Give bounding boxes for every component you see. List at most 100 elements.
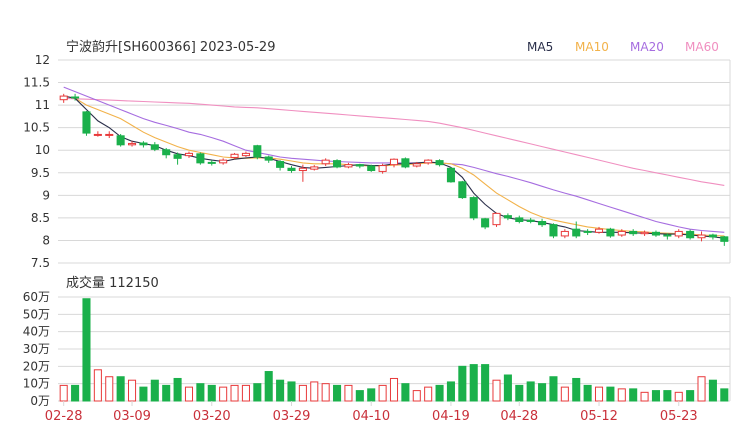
- candle: [139, 141, 148, 148]
- volume-bar: [549, 376, 558, 402]
- volume-bar: [651, 390, 660, 402]
- candle-body: [150, 144, 159, 150]
- price-chart-title: 宁波韵升[SH600366] 2023-05-29: [66, 39, 275, 55]
- volume-y-axis: 60万 50万 40万 30万 20万 10万 0万: [23, 290, 50, 408]
- volume-tick-label: 60万: [23, 290, 50, 304]
- volume-bar: [492, 379, 501, 402]
- ma-legend: MA5 MA10 MA20 MA60: [527, 40, 719, 54]
- candle-body: [697, 234, 706, 239]
- volume-bar: [526, 381, 535, 402]
- candle: [583, 229, 592, 236]
- date-tick-label: 05-23: [660, 409, 698, 424]
- candle: [82, 110, 91, 136]
- candle-body: [219, 159, 228, 164]
- volume-bar: [333, 384, 342, 402]
- candle-body: [458, 181, 467, 199]
- candle-body: [128, 142, 137, 146]
- candlestick-series: [59, 93, 729, 246]
- volume-chart-title: 成交量 112150: [66, 275, 159, 291]
- candle-body: [572, 228, 581, 237]
- candle-body: [469, 197, 478, 219]
- volume-bar: [219, 386, 228, 402]
- candle: [651, 230, 660, 237]
- candle: [640, 230, 649, 236]
- candle-body: [424, 159, 433, 164]
- candle-body: [617, 230, 626, 236]
- candle: [105, 131, 114, 139]
- candle: [310, 165, 319, 171]
- volume-bar: [481, 364, 490, 402]
- candle: [93, 131, 102, 137]
- candle-body: [196, 153, 205, 164]
- volume-bar: [412, 390, 421, 402]
- candle-body: [629, 230, 638, 235]
- candle-body: [355, 164, 364, 167]
- candle: [355, 163, 364, 169]
- candle: [469, 196, 478, 221]
- date-tick-label: 04-19: [432, 409, 470, 424]
- price-tick-label: 11: [35, 98, 50, 112]
- volume-bar: [207, 384, 216, 402]
- candle-body: [651, 231, 660, 236]
- volume-bar: [389, 377, 399, 402]
- volume-bar: [162, 384, 171, 402]
- candle: [424, 159, 433, 165]
- candle: [697, 231, 706, 242]
- candle: [162, 147, 171, 159]
- candle: [321, 158, 330, 167]
- volume-bar: [617, 388, 626, 402]
- volume-bar: [321, 383, 330, 402]
- volume-bar: [515, 384, 524, 402]
- price-tick-label: 9: [42, 188, 50, 202]
- volume-bar: [355, 390, 364, 402]
- price-tick-label: 11.5: [23, 76, 50, 90]
- price-tick-label: 10: [35, 143, 50, 157]
- candle-body: [344, 164, 353, 168]
- legend-ma20: MA20: [630, 40, 664, 54]
- candle: [333, 159, 342, 169]
- candle: [606, 227, 615, 238]
- volume-bar: [287, 381, 296, 402]
- candle-body: [71, 96, 80, 99]
- volume-bar: [538, 383, 547, 402]
- volume-bar: [116, 376, 125, 402]
- price-tick-label: 12: [35, 53, 50, 67]
- price-grid: [58, 59, 731, 264]
- volume-bar: [686, 390, 695, 402]
- candle: [367, 164, 376, 172]
- volume-bar: [606, 386, 615, 402]
- candle: [298, 164, 307, 182]
- candle-body: [583, 230, 592, 233]
- candle-body: [526, 219, 535, 222]
- volume-bar: [230, 384, 239, 402]
- volume-bar: [378, 384, 387, 402]
- date-tick-label: 03-29: [273, 409, 311, 424]
- candle-body: [515, 217, 524, 222]
- candle-body: [412, 163, 421, 167]
- candle-body: [321, 159, 330, 165]
- candle: [549, 223, 558, 239]
- candle: [572, 221, 581, 239]
- volume-bar: [93, 369, 102, 402]
- volume-bar: [720, 388, 729, 402]
- candle-body: [184, 152, 194, 157]
- candle-body: [560, 230, 569, 237]
- candle: [128, 141, 137, 147]
- volume-bar: [71, 384, 80, 402]
- candle-body: [253, 145, 262, 158]
- candle: [663, 233, 672, 240]
- candle: [458, 180, 467, 199]
- candle-body: [105, 133, 114, 136]
- candle-body: [549, 224, 558, 237]
- candle-body: [162, 149, 171, 156]
- price-y-axis: 12 11.5 11 10.5 10 9.5 9 8.5 8 7.5: [23, 53, 50, 270]
- candle-body: [389, 158, 399, 166]
- volume-bar: [139, 386, 148, 402]
- volume-bar: [458, 365, 467, 402]
- candle: [207, 160, 216, 166]
- volume-tick-label: 10万: [23, 377, 50, 391]
- candle: [674, 229, 683, 239]
- candle: [526, 217, 535, 224]
